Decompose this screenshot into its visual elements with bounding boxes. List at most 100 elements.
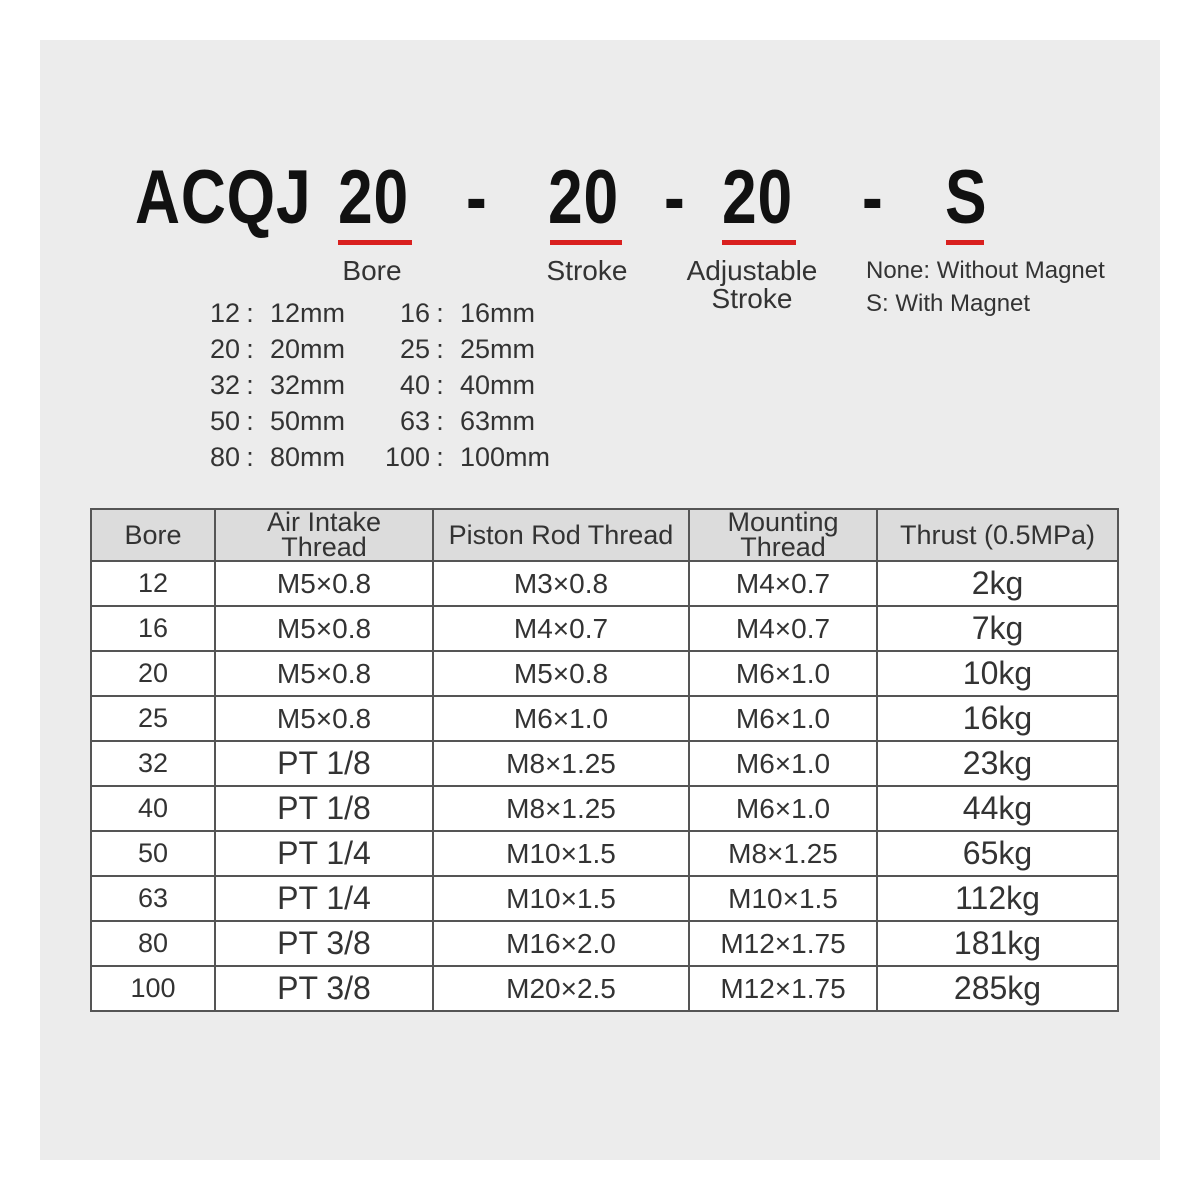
table-cell: M4×0.7: [688, 560, 878, 607]
table-cell: M12×1.75: [688, 965, 878, 1012]
bore-code: 25: [399, 334, 430, 364]
table-cell: PT 1/8: [214, 785, 434, 832]
model-series: ACQJ: [135, 155, 312, 240]
bore-code: 12: [209, 298, 240, 328]
bore-size: 12mm: [270, 298, 346, 328]
colon: :: [436, 298, 444, 328]
underline-magnet: [946, 240, 984, 245]
separator: -: [862, 155, 884, 240]
underline-stroke: [550, 240, 622, 245]
table-cell: M6×1.0: [688, 650, 878, 697]
colon: :: [246, 406, 254, 436]
spec-table: Bore Air Intake Thread Piston Rod Thread Mo…: [90, 508, 1119, 1012]
table-cell: 16kg: [876, 695, 1119, 742]
bore-size: 32mm: [270, 370, 346, 400]
model-bore: 20: [338, 155, 409, 240]
colon: :: [246, 370, 254, 400]
table-cell: 32: [90, 740, 216, 787]
table-cell: M3×0.8: [432, 560, 690, 607]
table-cell: M6×1.0: [688, 785, 878, 832]
magnet-s: S: With Magnet: [866, 290, 1031, 317]
table-cell: M5×0.8: [214, 650, 434, 697]
underline-adjustable: [722, 240, 796, 245]
table-cell: M5×0.8: [214, 605, 434, 652]
table-cell: M6×1.0: [688, 695, 878, 742]
magnet-none: None: Without Magnet: [866, 257, 1105, 284]
model-stroke: 20: [548, 155, 619, 240]
bore-size: 80mm: [270, 442, 346, 472]
table-cell: 181kg: [876, 920, 1119, 967]
table-cell: M6×1.0: [688, 740, 878, 787]
table-cell: PT 3/8: [214, 965, 434, 1012]
column-header: Bore: [90, 508, 216, 562]
table-cell: 23kg: [876, 740, 1119, 787]
colon: :: [436, 406, 444, 436]
table-cell: M6×1.0: [432, 695, 690, 742]
table-cell: 40: [90, 785, 216, 832]
table-cell: M5×0.8: [214, 695, 434, 742]
table-row: 40 PT 1/8 M8×1.25 M6×1.0 44kg: [90, 785, 1119, 832]
table-cell: PT 1/8: [214, 740, 434, 787]
table-cell: 10kg: [876, 650, 1119, 697]
underline-bore: [338, 240, 412, 245]
model-magnet: S: [945, 155, 988, 240]
table-cell: M8×1.25: [688, 830, 878, 877]
table-row: 16 M5×0.8 M4×0.7 M4×0.7 7kg: [90, 605, 1119, 652]
table-cell: 16: [90, 605, 216, 652]
bore-code: 40: [399, 370, 430, 400]
table-cell: 63: [90, 875, 216, 922]
bore-option-row: 32:32mm 40:40mm: [180, 370, 560, 406]
table-cell: M8×1.25: [432, 785, 690, 832]
colon: :: [436, 370, 444, 400]
table-cell: 285kg: [876, 965, 1119, 1012]
table-cell: 7kg: [876, 605, 1119, 652]
table-row: 20 M5×0.8 M5×0.8 M6×1.0 10kg: [90, 650, 1119, 697]
table-cell: 112kg: [876, 875, 1119, 922]
table-cell: 50: [90, 830, 216, 877]
table-cell: 25: [90, 695, 216, 742]
label-stroke: Stroke: [546, 255, 628, 286]
table-row: 100 PT 3/8 M20×2.5 M12×1.75 285kg: [90, 965, 1119, 1012]
bore-size: 100mm: [460, 442, 551, 472]
colon: :: [246, 442, 254, 472]
table-cell: 80: [90, 920, 216, 967]
table-row: 32 PT 1/8 M8×1.25 M6×1.0 23kg: [90, 740, 1119, 787]
separator: -: [466, 155, 488, 240]
colon: :: [246, 298, 254, 328]
table-cell: M5×0.8: [214, 560, 434, 607]
label-adjustable-2: Stroke: [711, 283, 793, 314]
table-cell: PT 1/4: [214, 830, 434, 877]
table-cell: M20×2.5: [432, 965, 690, 1012]
column-header: Piston Rod Thread: [432, 508, 690, 562]
table-cell: M5×0.8: [432, 650, 690, 697]
label-adjustable: Adjustable: [686, 255, 818, 286]
label-bore: Bore: [342, 255, 402, 286]
table-cell: M4×0.7: [688, 605, 878, 652]
bore-code: 100: [384, 442, 430, 472]
bore-code: 16: [399, 298, 430, 328]
bore-code: 20: [209, 334, 240, 364]
bore-size: 25mm: [460, 334, 536, 364]
table-cell: 100: [90, 965, 216, 1012]
table-cell: M16×2.0: [432, 920, 690, 967]
column-header: Air Intake Thread: [214, 508, 434, 562]
table-row: 12 M5×0.8 M3×0.8 M4×0.7 2kg: [90, 560, 1119, 607]
separator: -: [664, 155, 686, 240]
bore-code: 50: [209, 406, 240, 436]
bore-size: 40mm: [460, 370, 536, 400]
bore-option-row: 12:12mm 16:16mm: [180, 298, 560, 334]
bore-option-row: 20:20mm 25:25mm: [180, 334, 560, 370]
table-cell: PT 1/4: [214, 875, 434, 922]
table-row: 25 M5×0.8 M6×1.0 M6×1.0 16kg: [90, 695, 1119, 742]
table-cell: M10×1.5: [688, 875, 878, 922]
bore-code: 32: [209, 370, 240, 400]
table-cell: 20: [90, 650, 216, 697]
table-cell: M8×1.25: [432, 740, 690, 787]
bore-size: 20mm: [270, 334, 346, 364]
bore-code: 63: [399, 406, 430, 436]
table-row: 50 PT 1/4 M10×1.5 M8×1.25 65kg: [90, 830, 1119, 877]
table-cell: 44kg: [876, 785, 1119, 832]
colon: :: [246, 334, 254, 364]
bore-size: 50mm: [270, 406, 346, 436]
column-header: Mounting Thread: [688, 508, 878, 562]
